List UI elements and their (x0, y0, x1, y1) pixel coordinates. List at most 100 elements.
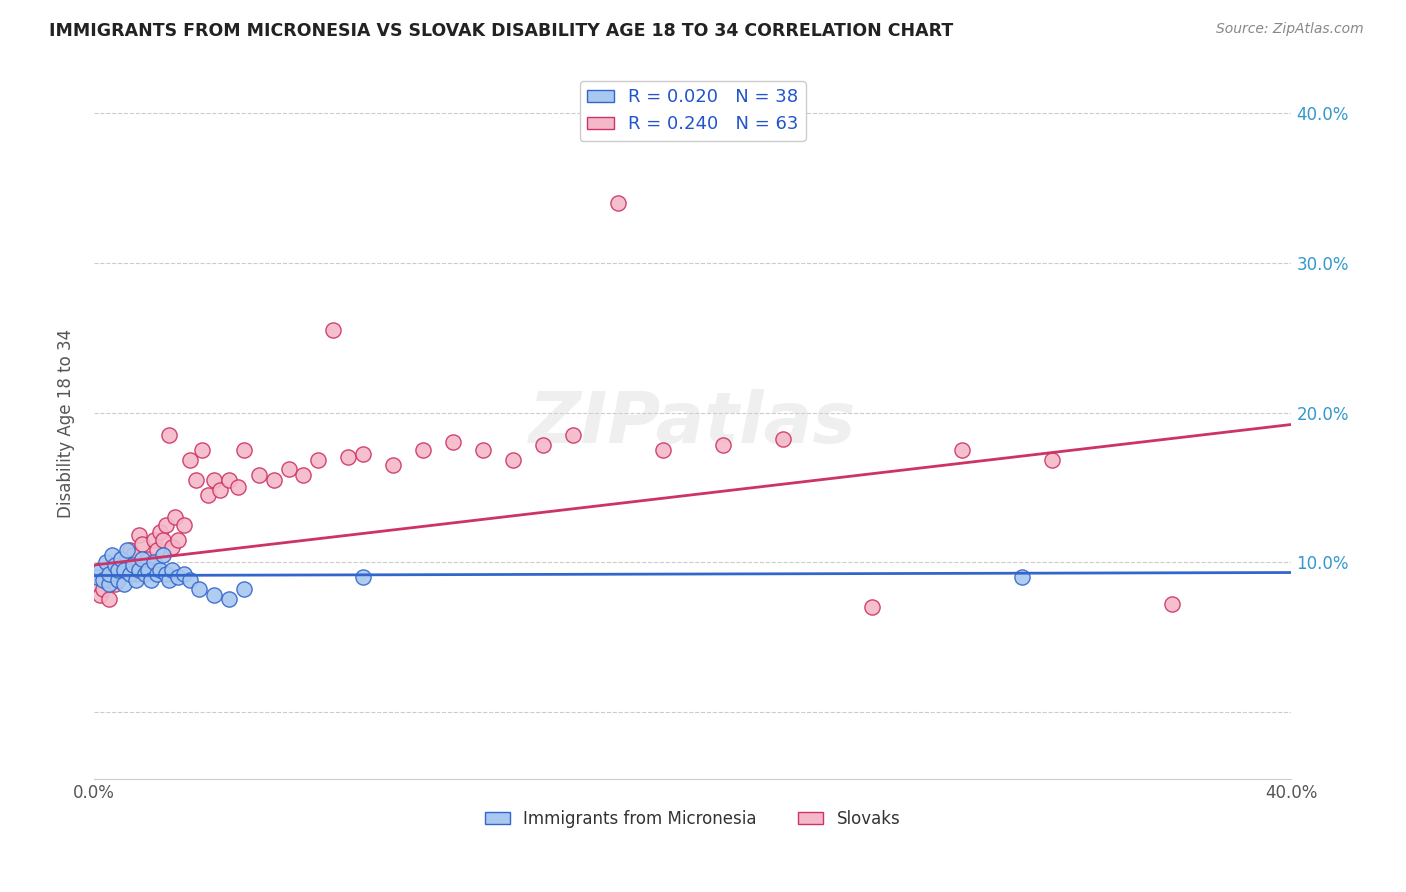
Point (128, 528, 150, 542)
Point (155, 567, 177, 582)
Point (152, 548, 174, 562)
Point (155, 517, 177, 532)
Point (112, 577, 135, 591)
Point (531, 438, 554, 452)
Point (277, 462, 299, 476)
Point (142, 555, 165, 569)
Point (337, 450, 360, 465)
Point (441, 435, 464, 450)
Point (160, 540, 183, 554)
Point (950, 442, 973, 457)
Point (142, 533, 165, 547)
Point (134, 567, 156, 582)
Point (1011, 570, 1033, 584)
Point (136, 562, 159, 576)
Point (125, 573, 148, 587)
Point (157, 573, 180, 587)
Point (146, 543, 169, 558)
Point (308, 453, 330, 467)
Point (121, 548, 143, 562)
Point (94, 555, 117, 569)
Point (97, 567, 120, 582)
Point (352, 447, 374, 461)
Point (91, 582, 114, 596)
Point (97, 573, 120, 587)
Point (94, 567, 117, 582)
Point (107, 567, 129, 582)
Point (107, 562, 129, 576)
Point (166, 570, 188, 584)
Point (121, 558, 143, 572)
Point (184, 473, 207, 487)
Point (136, 552, 159, 566)
Point (131, 552, 153, 566)
Y-axis label: Disability Age 18 to 34: Disability Age 18 to 34 (58, 329, 75, 518)
Point (160, 562, 183, 576)
Point (292, 468, 315, 483)
Point (107, 573, 129, 587)
Point (166, 533, 188, 547)
Point (472, 442, 495, 457)
Point (232, 582, 254, 596)
Point (146, 567, 169, 582)
Point (502, 453, 524, 467)
Point (190, 442, 212, 457)
Point (179, 573, 201, 587)
Point (187, 582, 209, 596)
Point (101, 562, 124, 576)
Point (202, 588, 225, 602)
Point (202, 473, 225, 487)
Text: Source: ZipAtlas.com: Source: ZipAtlas.com (1216, 22, 1364, 37)
Point (651, 442, 673, 457)
Point (97, 592, 120, 607)
Point (118, 567, 141, 582)
Point (91, 573, 114, 587)
Point (606, 196, 628, 211)
Text: IMMIGRANTS FROM MICRONESIA VS SLOVAK DISABILITY AGE 18 TO 34 CORRELATION CHART: IMMIGRANTS FROM MICRONESIA VS SLOVAK DIS… (49, 22, 953, 40)
Point (89, 562, 111, 576)
Point (218, 592, 240, 607)
Point (226, 480, 249, 494)
Point (163, 510, 186, 524)
Point (86, 570, 108, 584)
Point (561, 428, 583, 442)
Point (128, 562, 150, 576)
Point (157, 428, 180, 442)
Point (101, 548, 124, 562)
Point (118, 543, 141, 558)
Point (711, 438, 734, 452)
Point (218, 473, 240, 487)
Point (131, 537, 153, 551)
Point (125, 567, 148, 582)
Point (134, 562, 156, 576)
Point (86, 577, 108, 591)
Legend: Immigrants from Micronesia, Slovaks: Immigrants from Micronesia, Slovaks (478, 803, 907, 835)
Point (197, 488, 219, 502)
Point (208, 483, 231, 498)
Point (1040, 453, 1063, 467)
Point (173, 517, 195, 532)
Point (110, 552, 132, 566)
Point (152, 533, 174, 547)
Point (149, 562, 172, 576)
Point (97, 577, 120, 591)
Point (139, 573, 162, 587)
Point (382, 458, 405, 472)
Point (860, 599, 883, 614)
Point (179, 453, 201, 467)
Point (772, 433, 794, 447)
Point (352, 570, 374, 584)
Point (115, 562, 138, 576)
Point (139, 562, 162, 576)
Point (247, 468, 270, 483)
Point (112, 562, 135, 576)
Point (322, 323, 344, 337)
Point (149, 525, 172, 540)
Point (104, 558, 127, 572)
Point (110, 558, 132, 572)
Text: ZIPatlas: ZIPatlas (529, 389, 856, 458)
Point (115, 543, 138, 558)
Point (112, 555, 135, 569)
Point (128, 562, 150, 576)
Point (173, 567, 195, 582)
